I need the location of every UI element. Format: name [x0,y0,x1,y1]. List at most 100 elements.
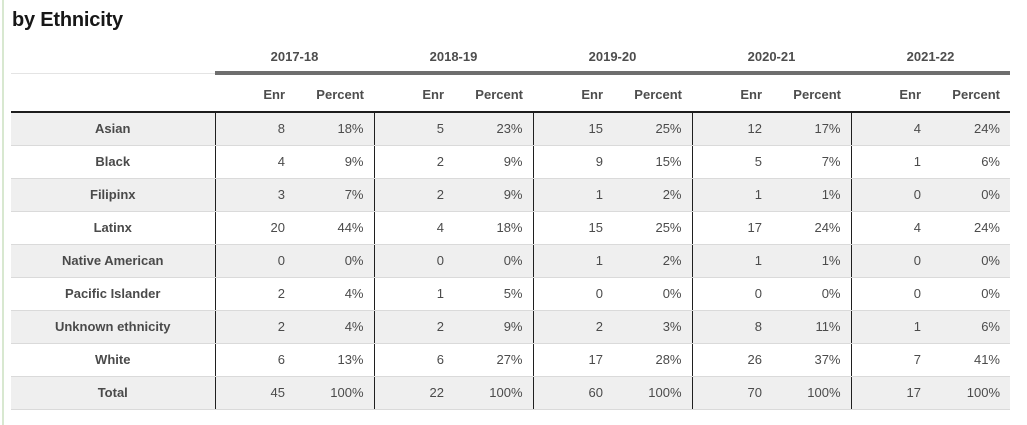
enr-value-cell: 4 [373,211,454,245]
table-row-total: Total 45 100% 22 100% 60 100% 70 100% 17… [11,376,1010,410]
percent-value-cell: 4% [295,310,374,344]
percent-value-cell: 3% [613,310,692,344]
enr-value-cell: 2 [532,310,613,344]
enr-value-cell: 9 [532,145,613,179]
percent-value-cell: 0% [931,244,1010,278]
percent-value-cell: 0% [772,277,851,311]
percent-value-cell: 18% [454,211,533,245]
percent-value-cell: 7% [295,178,374,212]
percent-value-cell: 6% [931,145,1010,179]
enr-value-cell: 6 [214,343,295,377]
enr-value-cell: 0 [691,277,772,311]
enr-value-cell: 20 [214,211,295,245]
year-header-cell: 2018-19 [374,40,533,75]
percent-value-cell: 100% [931,376,1010,410]
percent-value-cell: 9% [454,178,533,212]
percent-value-cell: 15% [613,145,692,179]
table-row-filipinx: Filipinx 3 7% 2 9% 1 2% 1 1% 0 0% [11,178,1010,212]
enr-value-cell: 17 [691,211,772,245]
enr-value-cell: 2 [373,145,454,179]
table-row-white: White 6 13% 6 27% 17 28% 26 37% 7 41% [11,343,1010,377]
percent-value-cell: 0% [931,277,1010,311]
row-label-cell: Black [11,145,215,179]
percent-value-cell: 6% [931,310,1010,344]
enr-value-cell: 0 [850,244,931,278]
enr-value-cell: 17 [850,376,931,410]
percent-value-cell: 4% [295,277,374,311]
enr-value-cell: 1 [691,178,772,212]
percent-value-cell: 17% [772,112,851,146]
enr-value-cell: 0 [214,244,295,278]
enr-value-cell: 5 [691,145,772,179]
percent-value-cell: 18% [295,112,374,146]
percent-value-cell: 100% [295,376,374,410]
percent-value-cell: 25% [613,112,692,146]
enr-value-cell: 2 [214,277,295,311]
row-label-cell: Asian [11,112,215,146]
corner-cell [11,40,215,74]
row-label-cell: Pacific Islander [11,277,215,311]
year-header-cell: 2020-21 [692,40,851,75]
percent-value-cell: 1% [772,244,851,278]
percent-value-cell: 37% [772,343,851,377]
percent-header-cell: Percent [454,73,533,113]
enr-header-cell: Enr [533,73,613,113]
enr-value-cell: 7 [850,343,931,377]
corner-cell [11,73,215,113]
enr-value-cell: 15 [532,112,613,146]
row-label-cell: Native American [11,244,215,278]
enr-header-cell: Enr [215,73,295,113]
percent-value-cell: 100% [454,376,533,410]
row-label-cell: Total [11,376,215,410]
table-row-asian: Asian 8 18% 5 23% 15 25% 12 17% 4 24% [11,112,1010,146]
ethnicity-table: 2017-18 2018-19 2019-20 2020-21 2021-22 … [11,40,1010,410]
enr-value-cell: 8 [691,310,772,344]
percent-value-cell: 24% [772,211,851,245]
enr-value-cell: 1 [532,178,613,212]
page-title: by Ethnicity [12,9,123,31]
percent-value-cell: 0% [454,244,533,278]
enr-value-cell: 0 [373,244,454,278]
percent-value-cell: 11% [772,310,851,344]
table-row-black: Black 4 9% 2 9% 9 15% 5 7% 1 6% [11,145,1010,179]
year-header-cell: 2017-18 [215,40,374,75]
enr-value-cell: 3 [214,178,295,212]
row-label-cell: Filipinx [11,178,215,212]
enr-value-cell: 1 [691,244,772,278]
percent-header-cell: Percent [613,73,692,113]
percent-value-cell: 41% [931,343,1010,377]
percent-value-cell: 23% [454,112,533,146]
enr-value-cell: 5 [373,112,454,146]
percent-value-cell: 0% [613,277,692,311]
year-header-row: 2017-18 2018-19 2019-20 2020-21 2021-22 [11,40,1010,75]
row-label-cell: White [11,343,215,377]
enr-value-cell: 0 [850,277,931,311]
enr-header-cell: Enr [692,73,772,113]
enr-value-cell: 12 [691,112,772,146]
percent-value-cell: 9% [295,145,374,179]
enr-value-cell: 26 [691,343,772,377]
percent-value-cell: 24% [931,112,1010,146]
percent-value-cell: 2% [613,244,692,278]
enr-value-cell: 1 [850,310,931,344]
enr-value-cell: 6 [373,343,454,377]
percent-value-cell: 2% [613,178,692,212]
enr-header-cell: Enr [374,73,454,113]
percent-value-cell: 25% [613,211,692,245]
enr-value-cell: 1 [373,277,454,311]
percent-value-cell: 9% [454,310,533,344]
enr-value-cell: 22 [373,376,454,410]
table-row-latinx: Latinx 20 44% 4 18% 15 25% 17 24% 4 24% [11,211,1010,245]
enr-value-cell: 17 [532,343,613,377]
enr-value-cell: 2 [373,178,454,212]
enr-value-cell: 0 [532,277,613,311]
percent-header-cell: Percent [931,73,1010,113]
percent-value-cell: 24% [931,211,1010,245]
percent-value-cell: 1% [772,178,851,212]
enr-value-cell: 8 [214,112,295,146]
table-row-pacific-islander: Pacific Islander 2 4% 1 5% 0 0% 0 0% 0 0… [11,277,1010,311]
left-accent-border [2,0,4,425]
enr-value-cell: 15 [532,211,613,245]
year-header-cell: 2019-20 [533,40,692,75]
enr-header-cell: Enr [851,73,931,113]
